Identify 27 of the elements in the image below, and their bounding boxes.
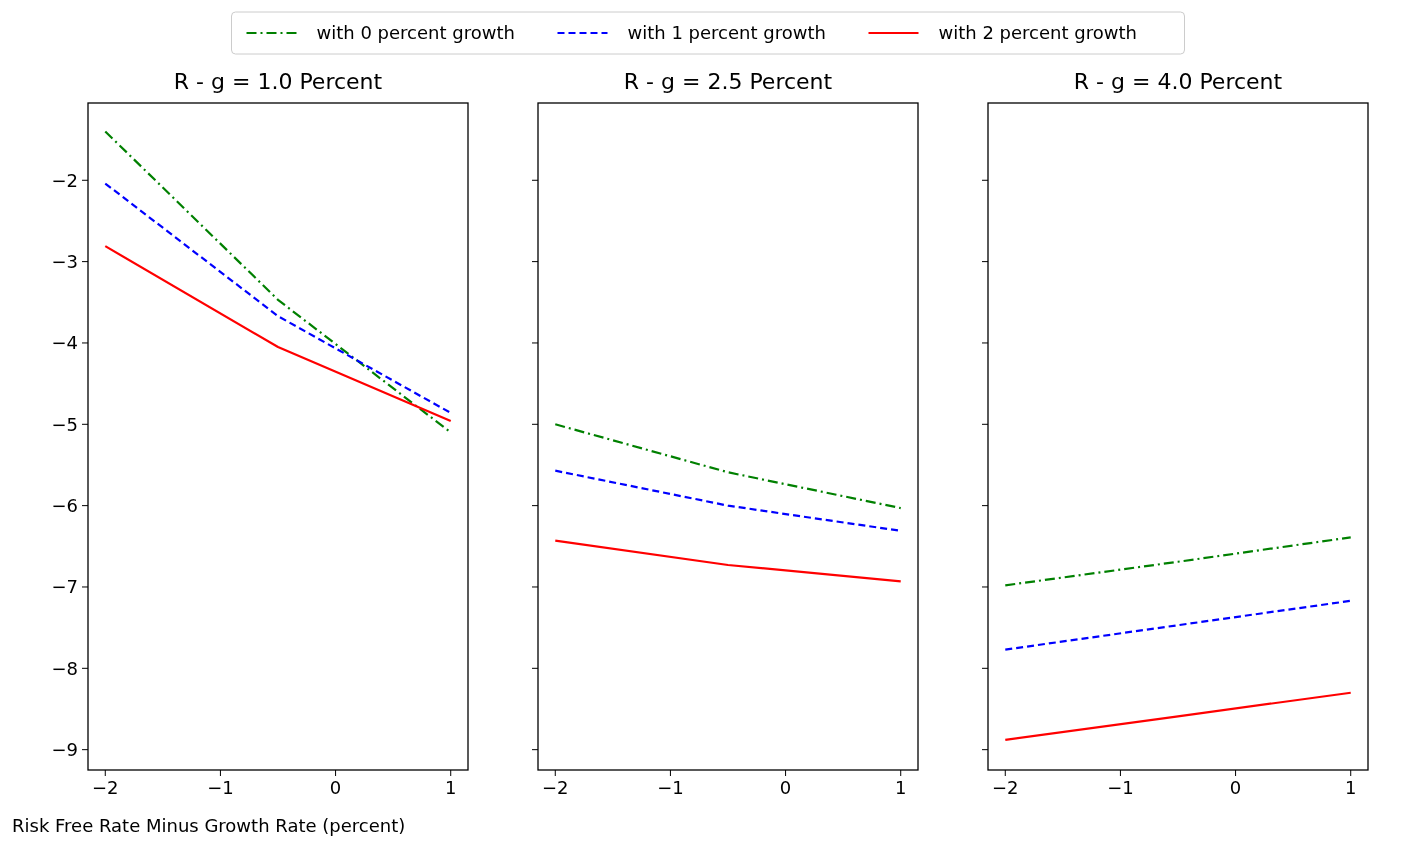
x-tick-label: 1	[445, 777, 457, 798]
x-tick-label: −2	[542, 777, 569, 798]
chart-title: R - g = 2.5 Percent	[623, 69, 833, 94]
y-tick-label: −5	[51, 413, 78, 435]
x-tick-label: 1	[1345, 777, 1357, 798]
chart-title: R - g = 1.0 Percent	[173, 69, 383, 94]
x-tick-label: −1	[1107, 777, 1134, 798]
legend-label: with 1 percent growth	[627, 22, 826, 44]
y-tick-label: −6	[51, 494, 78, 516]
x-tick-label: −2	[92, 777, 119, 798]
x-tick-label: 0	[329, 777, 342, 798]
legend-label: with 2 percent growth	[938, 22, 1137, 44]
x-tick-label: −1	[657, 777, 684, 798]
x-tick-label: 1	[895, 777, 907, 798]
y-tick-label: −2	[51, 169, 78, 191]
chart-title: R - g = 4.0 Percent	[1073, 69, 1283, 94]
legend-label: with 0 percent growth	[316, 22, 515, 44]
y-tick-label: −7	[51, 576, 78, 598]
y-tick-label: −8	[51, 657, 78, 679]
x-tick-label: 0	[779, 777, 792, 798]
x-tick-label: −1	[207, 777, 234, 798]
y-tick-label: −9	[51, 738, 78, 760]
x-axis-title: Risk Free Rate Minus Growth Rate (percent)	[12, 815, 406, 836]
y-tick-label: −4	[51, 332, 78, 354]
y-tick-label: −3	[51, 250, 78, 272]
x-tick-label: −2	[992, 777, 1019, 798]
x-tick-label: 0	[1229, 777, 1242, 798]
